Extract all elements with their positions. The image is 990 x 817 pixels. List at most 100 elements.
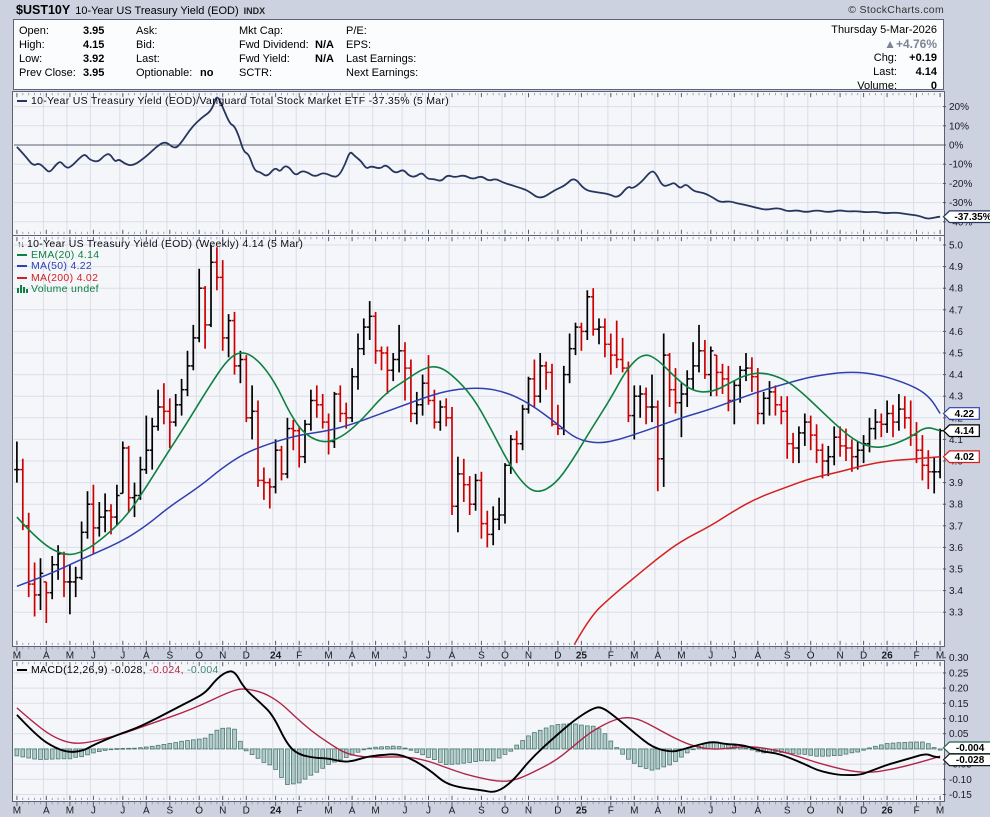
ma50-legend-label: MA(50) 4.22: [31, 260, 93, 273]
x-tick-label: F: [913, 651, 919, 662]
x-tick-label: N: [219, 806, 226, 817]
y-tick-label: 4.6: [949, 327, 963, 338]
x-tick-label: S: [784, 651, 791, 662]
value-callout: 4.02: [942, 450, 980, 463]
callout-value: 4.14: [955, 426, 975, 437]
x-tick-label: M: [630, 651, 638, 662]
quote-field: Fwd Yield: N/A: [239, 52, 334, 66]
x-tick-label: D: [860, 806, 867, 817]
y-tick-label: 4.4: [949, 370, 963, 381]
y-tick-label: 4.3: [949, 392, 963, 403]
quote-field-value: 4.15: [83, 39, 105, 51]
x-tick-label: M: [324, 806, 332, 817]
macd-panel-border: [12, 660, 945, 802]
quote-field: Low: 3.92: [19, 52, 104, 66]
ema20-legend-label: EMA(20) 4.14: [31, 249, 100, 262]
value-callout: 4.14: [942, 424, 980, 437]
quote-field-label: Last:: [136, 53, 160, 65]
quote-field: EPS:: [346, 38, 418, 52]
x-tick-label: F: [608, 651, 614, 662]
quote-field: Optionable: no: [136, 66, 213, 80]
x-tick-label: A: [349, 651, 356, 662]
x-tick-label: M: [13, 651, 21, 662]
axis-tick-row: [16, 237, 941, 242]
main-legend-title: 10-Year US Treasury Yield (EOD) (Weekly)…: [27, 238, 304, 250]
x-tick-label: M: [66, 651, 74, 662]
symbol: $UST10Y: [16, 3, 71, 17]
x-tick-label: M: [324, 651, 332, 662]
volume-label: Volume:: [857, 80, 897, 92]
x-tick-label: M: [936, 806, 944, 817]
ema20-line-swatch: [17, 254, 27, 257]
x-tick-label: O: [807, 651, 815, 662]
volume-bars-icon: [17, 284, 28, 293]
quote-field: Bid:: [136, 38, 213, 52]
x-tick-label: D: [554, 806, 561, 817]
value-callout: -37.35%: [942, 210, 990, 223]
quote-field-label: Fwd Dividend:: [239, 39, 309, 51]
y-tick-label: 4.7: [949, 305, 963, 316]
status-block: Thursday 5-Mar-2026 ▲+4.76% Chg: +0.19 La…: [831, 23, 937, 93]
y-tick-label: -10%: [949, 160, 972, 171]
x-tick-label: J: [708, 651, 713, 662]
x-axis-labels: M A M J J A S O N D 24 F M A M J J A S O N D 25 F M A M J J A S O N D 26 F M: [13, 806, 945, 817]
x-tick-label: S: [166, 806, 173, 817]
y-tick-label: 4.8: [949, 284, 963, 295]
x-tick-label: J: [732, 651, 737, 662]
quote-field-label: Next Earnings:: [346, 67, 419, 79]
macd-line-swatch: [17, 669, 27, 671]
quote-date: Thursday 5-Mar-2026: [831, 24, 937, 36]
x-tick-label: O: [501, 651, 509, 662]
quote-field-label: Last Earnings:: [346, 53, 417, 65]
quote-field-label: EPS:: [346, 39, 372, 51]
ratio-panel: [13, 92, 944, 235]
x-tick-label: M: [630, 806, 638, 817]
quote-column: Mkt Cap: Fwd Dividend: N/A Fwd Yield: N/A SCT…: [239, 24, 334, 80]
x-tick-label: M: [371, 806, 379, 817]
chg-value: +0.19: [909, 52, 937, 64]
callout-value: 4.22: [955, 409, 975, 420]
callout-value: -0.004: [956, 743, 985, 754]
quote-field: Next Earnings:: [346, 66, 418, 80]
quote-field-label: Bid:: [136, 39, 155, 51]
x-tick-label: J: [120, 806, 125, 817]
x-tick-label: M: [371, 651, 379, 662]
quote-field: Fwd Dividend: N/A: [239, 38, 334, 52]
y-tick-label: 4.5: [949, 349, 963, 360]
y-tick-label: 3.4: [949, 586, 963, 597]
y-tick-label: 3.8: [949, 500, 963, 511]
y-tick-label: 0.05: [949, 729, 969, 740]
quote-field-value: N/A: [315, 53, 334, 65]
x-tick-label: D: [554, 651, 561, 662]
y-tick-label: 0.20: [949, 684, 969, 695]
callout-value: 4.02: [955, 452, 975, 463]
x-tick-label: O: [807, 806, 815, 817]
quote-field-label: Prev Close:: [19, 67, 76, 79]
quote-field-label: Fwd Yield:: [239, 53, 290, 65]
y-tick-label: 0.15: [949, 699, 969, 710]
y-tick-label: 3.6: [949, 543, 963, 554]
x-tick-label: S: [478, 806, 485, 817]
x-tick-label: J: [403, 806, 408, 817]
x-tick-label: F: [296, 806, 302, 817]
copyright: © StockCharts.com: [848, 4, 944, 16]
x-tick-label: O: [501, 806, 509, 817]
ma200-legend-label: MA(200) 4.02: [31, 271, 99, 284]
ratio-legend-label: 10-Year US Treasury Yield (EOD)/Vanguard…: [31, 95, 449, 107]
x-tick-label: D: [243, 651, 250, 662]
quote-field: SCTR:: [239, 66, 334, 80]
quote-field-label: P/E:: [346, 25, 367, 37]
quote-field-value: no: [200, 67, 214, 79]
quote-field-label: Open:: [19, 25, 49, 37]
quote-field-value: 3.95: [83, 67, 105, 79]
x-tick-label: M: [13, 806, 21, 817]
y-tick-label: 3.9: [949, 478, 963, 489]
ma200-line-swatch: [17, 276, 27, 279]
quote-field: Mkt Cap:: [239, 24, 334, 38]
x-tick-label: 25: [576, 651, 588, 662]
x-tick-label: M: [677, 806, 685, 817]
callout-value: -0.028: [956, 755, 985, 766]
ratio-y-axis-labels: 20%10%0%-10%-20%-30%-40%: [943, 102, 972, 228]
volume-legend-label: Volume undef: [31, 282, 99, 295]
